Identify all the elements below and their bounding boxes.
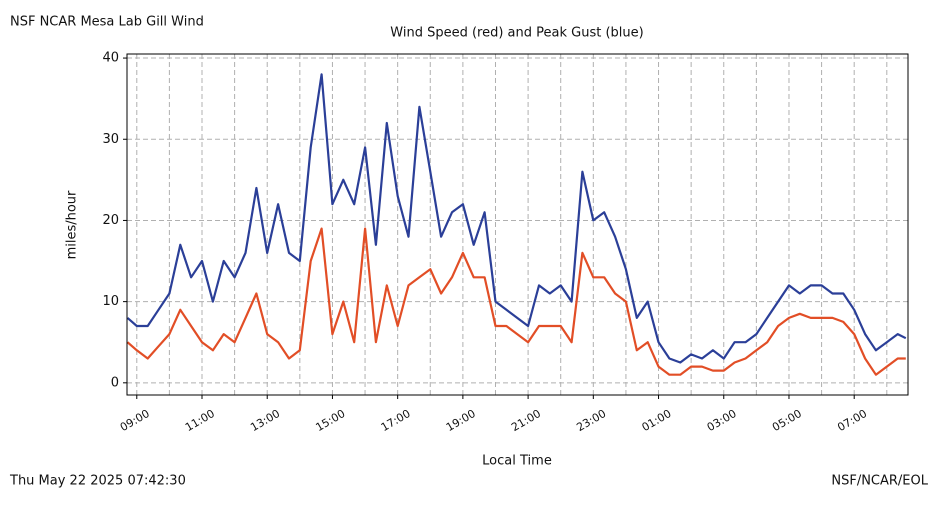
chart-title: Wind Speed (red) and Peak Gust (blue) — [390, 26, 643, 41]
credit: NSF/NCAR/EOL — [831, 474, 928, 489]
y-tick-label: 30 — [102, 132, 119, 147]
y-tick-label: 0 — [111, 375, 119, 390]
y-tick-label: 40 — [102, 51, 119, 66]
y-tick-label: 20 — [102, 213, 119, 228]
timestamp: Thu May 22 2025 07:42:30 — [9, 474, 186, 489]
x-axis-label: Local Time — [482, 454, 552, 469]
y-tick-label: 10 — [102, 294, 119, 309]
y-axis-label: miles/hour — [65, 190, 80, 259]
series-line — [126, 73, 907, 364]
site-name: NSF NCAR Mesa Lab Gill Wind — [10, 15, 204, 30]
series-line — [126, 227, 906, 376]
plot-frame — [126, 53, 909, 396]
